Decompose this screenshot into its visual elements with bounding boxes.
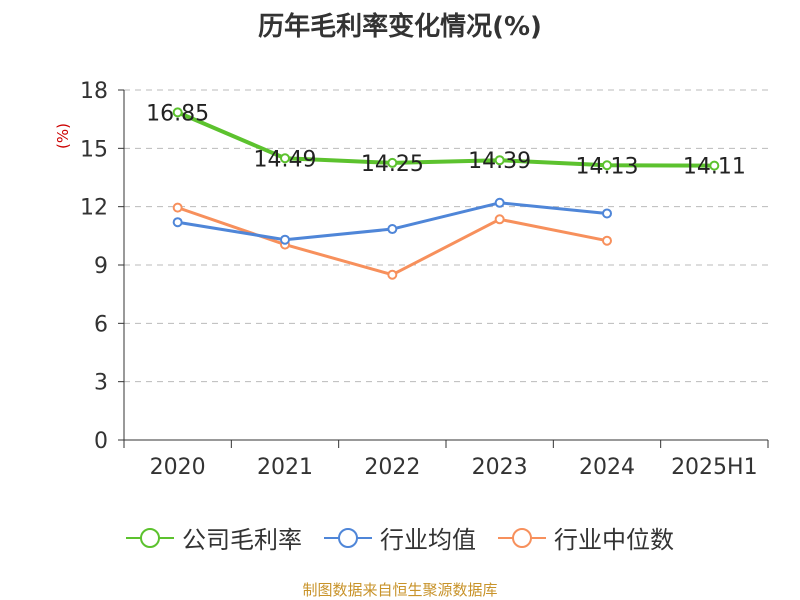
y-tick-label: 6 [94,312,108,337]
data-point [280,153,290,164]
x-tick-label: 2021 [257,455,313,480]
x-tick-label: 2023 [472,455,528,480]
x-tick-label: 2024 [579,455,635,480]
data-label: 14.39 [468,149,531,174]
y-tick-label: 15 [80,137,108,162]
y-tick-label: 12 [80,196,108,221]
data-point [494,197,505,208]
data-point [172,217,183,228]
x-tick-label: 2020 [150,455,206,480]
data-point [709,160,720,171]
data-label: 16.85 [146,101,209,126]
data-point [387,157,398,168]
data-point [172,202,183,213]
legend-line-marker-icon [498,527,546,548]
data-point [602,208,612,219]
legend-line-marker-icon [126,527,174,548]
x-tick-label: 2025H1 [671,455,758,480]
y-tick-label: 0 [94,429,108,454]
chart-title: 历年毛利率变化情况(%) [258,12,542,42]
data-label: 14.25 [361,152,424,177]
data-point [387,269,398,280]
data-label: 14.13 [576,154,639,179]
legend-label-industry-avg: 行业均值 [380,526,476,554]
data-point [602,160,612,171]
data-point [387,224,398,235]
legend-item-industry-median[interactable]: 行业中位数 [498,520,674,555]
data-point [280,234,290,245]
series-company-line [176,110,715,168]
data-source-note: 制图数据来自恒生聚源数据库 [302,581,498,599]
legend-item-industry-avg[interactable]: 行业均值 [324,520,476,555]
legend-label-industry-median: 行业中位数 [554,526,674,554]
data-label: 14.11 [683,155,746,180]
x-tick-label: 2022 [364,455,420,480]
data-point [494,214,505,225]
legend: 公司毛利率 行业均值 行业中位数 [0,520,800,555]
data-label: 14.49 [254,147,317,172]
legend-item-company[interactable]: 公司毛利率 [126,520,302,555]
y-tick-label: 3 [94,371,108,396]
y-tick-label: 18 [80,79,108,104]
series-industry-avg-line [177,201,608,242]
data-point [494,155,505,166]
y-tick-label: 9 [94,254,108,279]
legend-label-company: 公司毛利率 [182,526,302,554]
legend-line-marker-icon [324,527,372,548]
data-point [602,235,612,246]
data-point [172,107,183,118]
